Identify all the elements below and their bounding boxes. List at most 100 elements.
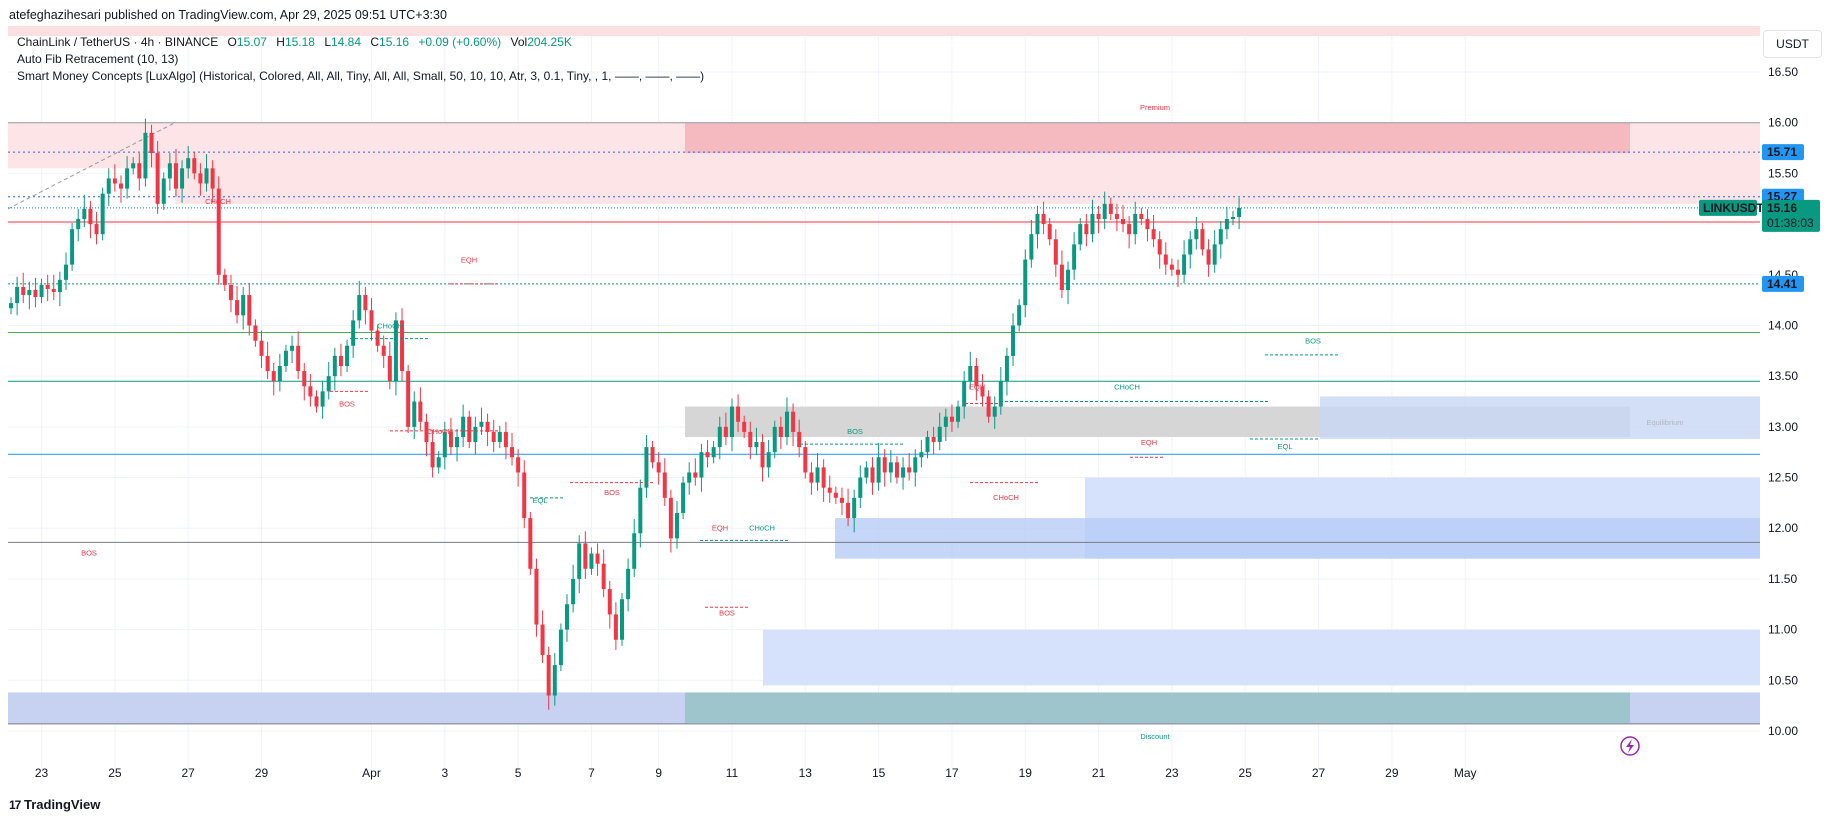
candle-body xyxy=(626,568,631,600)
candle-body xyxy=(864,467,869,478)
price-tick: 16.00 xyxy=(1768,116,1798,130)
candle xyxy=(1047,217,1052,246)
candle-body xyxy=(784,411,789,437)
candle-body xyxy=(290,345,295,351)
candle-body xyxy=(1157,239,1162,255)
candle-body xyxy=(552,665,557,696)
indicator-fib[interactable]: Auto Fib Retracement (10, 13) xyxy=(17,52,179,66)
candle xyxy=(461,404,466,448)
candle-body xyxy=(461,416,466,437)
candle-body xyxy=(70,229,75,265)
candle xyxy=(94,211,99,245)
candle xyxy=(106,168,111,206)
tradingview-logo[interactable]: 17 TradingView xyxy=(9,797,100,812)
candle xyxy=(1133,201,1138,245)
candle xyxy=(510,432,515,466)
candle xyxy=(809,462,814,495)
candle xyxy=(1096,205,1101,234)
candle xyxy=(173,149,178,197)
candle-body xyxy=(827,487,832,493)
candle-body xyxy=(173,163,178,189)
candle-body xyxy=(497,431,502,443)
candle xyxy=(607,580,612,629)
demand-zone-1 xyxy=(1320,396,1760,440)
candle xyxy=(803,441,808,479)
candle-body xyxy=(1108,203,1113,214)
lightning-icon[interactable] xyxy=(1620,736,1640,756)
candle xyxy=(9,297,13,315)
candle-body xyxy=(632,533,637,569)
candle-body xyxy=(39,284,44,298)
candle-body xyxy=(1133,213,1138,235)
candle-body xyxy=(839,497,844,503)
time-tick: 25 xyxy=(1239,766,1253,780)
candle xyxy=(51,274,56,301)
indicator-smc[interactable]: Smart Money Concepts [LuxAlgo] (Historic… xyxy=(17,69,705,83)
candle-body xyxy=(937,426,942,443)
candle-body xyxy=(253,325,258,341)
candle xyxy=(760,433,765,482)
candle-body xyxy=(681,482,686,514)
candle xyxy=(687,462,692,495)
time-axis[interactable]: 23 25 27 29 Apr 3 5 7 9 11 13 15 17 19 21 23 25 27 29 May xyxy=(35,766,1477,780)
structure-label: BOS xyxy=(339,400,355,409)
candle xyxy=(406,365,411,433)
candle xyxy=(155,140,160,214)
candle xyxy=(864,461,869,484)
candle-body xyxy=(956,406,961,422)
symbol-legend[interactable]: ChainLink / TetherUS · 4h · BINANCE O15.… xyxy=(17,34,704,51)
price-tags: 15.7115.2715.0214.41LINKUSDT15.1601:38:0… xyxy=(1699,144,1820,292)
candle-body xyxy=(1176,269,1181,275)
candle-body xyxy=(479,421,484,427)
time-tick: 17 xyxy=(945,766,959,780)
price-tick: 12.00 xyxy=(1768,521,1798,535)
candles[interactable] xyxy=(9,118,1242,710)
candle xyxy=(351,310,356,358)
candle xyxy=(1218,221,1223,259)
price-tick: 10.50 xyxy=(1768,673,1798,687)
candle xyxy=(956,400,961,428)
candle xyxy=(620,593,624,646)
candle xyxy=(601,549,606,598)
candle xyxy=(363,286,368,325)
candle xyxy=(222,268,227,291)
candle xyxy=(919,440,924,468)
candle-body xyxy=(815,467,820,483)
candle xyxy=(833,486,838,504)
candle xyxy=(815,453,820,491)
structure-labels: CHoCH EQH CHoCH BOS CHoCH EQL BOS BOS EQH CHoCH BO… xyxy=(81,197,1340,617)
time-tick: 27 xyxy=(1312,766,1326,780)
price-axis[interactable]: 16.5016.0015.5015.0014.5014.0013.5013.00… xyxy=(1760,26,1835,776)
candle-body xyxy=(63,264,68,280)
candle-body xyxy=(894,462,899,478)
time-tick: 29 xyxy=(1385,766,1399,780)
candle xyxy=(1035,205,1040,249)
currency-button[interactable]: USDT xyxy=(1763,30,1822,58)
candle-body xyxy=(198,173,203,184)
candle xyxy=(907,453,912,481)
candle-body xyxy=(992,406,997,417)
time-tick: 19 xyxy=(1019,766,1033,780)
candle-body xyxy=(729,406,734,437)
candle-body xyxy=(888,462,893,473)
candle-body xyxy=(375,330,380,346)
candle xyxy=(436,451,441,474)
candle-body xyxy=(192,158,197,174)
candle-body xyxy=(100,193,105,235)
candle-body xyxy=(595,553,600,564)
candle-body xyxy=(1163,254,1168,265)
candle xyxy=(167,153,172,191)
candle-body xyxy=(540,624,545,655)
candle-body xyxy=(913,457,918,473)
candle xyxy=(1194,216,1199,250)
candle xyxy=(247,282,252,336)
time-tick: 13 xyxy=(799,766,813,780)
price-tick: 11.00 xyxy=(1768,623,1797,637)
candle xyxy=(338,343,343,377)
candle-body xyxy=(131,163,136,169)
price-tick: 15.50 xyxy=(1768,166,1798,180)
candle xyxy=(1200,223,1205,256)
price-tag-1441: 14.41 xyxy=(1767,277,1797,291)
candle-body xyxy=(760,442,765,468)
